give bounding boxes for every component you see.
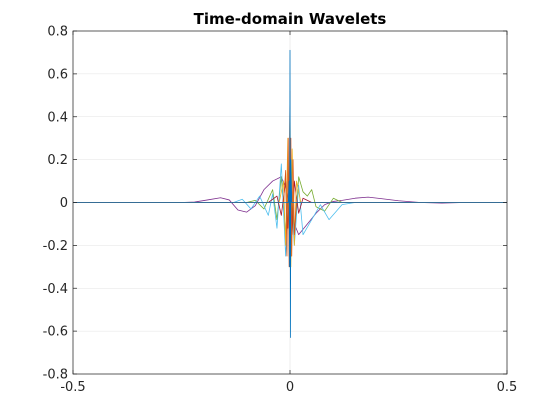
- series-lines: [73, 49, 507, 338]
- axis-ticks: -0.8 -0.6 -0.4 -0.2 0 0.2 0.4 0.6 0.8 -0.5 0 0.5: [43, 25, 518, 396]
- y-tick-label: 0.8: [47, 25, 68, 40]
- x-tick-label: 0.5: [497, 380, 518, 395]
- y-tick-label: 0.2: [47, 153, 68, 168]
- x-tick-label: -0.5: [60, 380, 85, 395]
- y-tick-label: 0: [60, 196, 68, 211]
- y-tick-label: -0.6: [43, 325, 68, 340]
- y-tick-label: 0.6: [47, 67, 68, 82]
- y-tick-label: -0.4: [43, 282, 68, 297]
- x-tick-label: 0: [286, 380, 294, 395]
- wavelet-series-7-line: [73, 49, 507, 338]
- chart-title: Time-domain Wavelets: [194, 10, 387, 28]
- y-tick-label: -0.8: [43, 368, 68, 383]
- y-tick-label: 0.4: [47, 110, 68, 125]
- y-tick-label: -0.2: [43, 239, 68, 254]
